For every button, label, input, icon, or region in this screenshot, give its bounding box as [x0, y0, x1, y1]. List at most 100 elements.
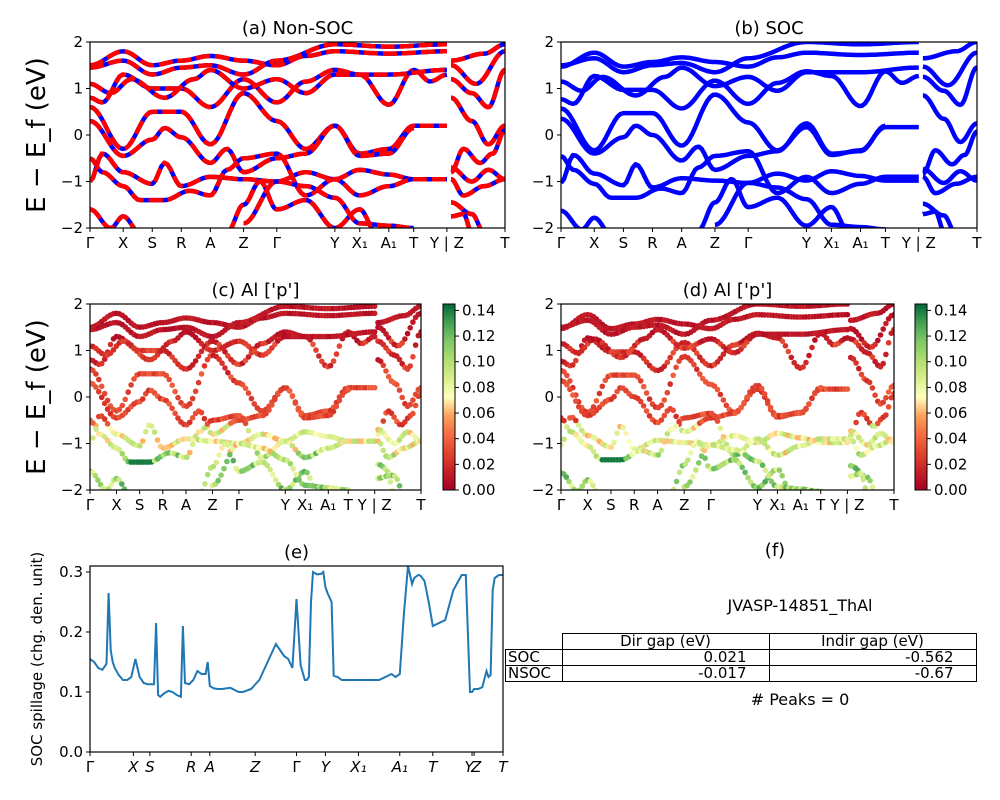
projection-point	[880, 360, 886, 367]
projection-point	[187, 401, 193, 407]
x-tick-label: Y	[752, 496, 763, 514]
band-line-blue	[921, 93, 977, 145]
y-tick-label: −1	[61, 173, 83, 191]
panel-f-title: (f)	[764, 540, 786, 561]
projection-point	[561, 436, 567, 443]
band-line-blue	[698, 176, 849, 228]
projection-point	[661, 363, 668, 370]
x-tick-label: X	[582, 496, 592, 514]
projection-point	[396, 387, 403, 394]
projection-point	[850, 356, 857, 362]
projection-point	[166, 401, 172, 407]
projection-point	[269, 402, 275, 408]
projection-point	[561, 417, 567, 424]
projection-point	[371, 384, 378, 391]
projection-point	[127, 492, 133, 498]
projection-point	[640, 403, 647, 409]
projection-point	[858, 471, 864, 477]
projection-point	[222, 349, 228, 355]
colorbar-tick-label: 0.12	[462, 327, 495, 345]
projection-point	[166, 376, 172, 383]
projection-point	[380, 447, 387, 454]
projection-point	[711, 413, 718, 419]
projection-point	[812, 337, 818, 343]
colorbar-tick-label: 0.10	[934, 353, 967, 371]
band-line-blue	[920, 209, 945, 228]
projection-point	[412, 402, 419, 409]
projection-point	[742, 469, 748, 476]
projection-point	[658, 417, 665, 423]
projection-point	[239, 415, 246, 421]
band-line-blue	[228, 179, 375, 228]
projection-point	[198, 409, 205, 416]
projection-point	[187, 449, 193, 456]
axes-c	[86, 303, 422, 494]
projection-point	[371, 310, 378, 317]
projection-point	[336, 343, 343, 349]
projection-point	[661, 439, 668, 445]
x-tick-label: S	[619, 234, 629, 252]
projection-point	[410, 410, 416, 417]
x-tick-label: Z	[238, 234, 248, 252]
projection-point	[412, 342, 419, 348]
projection-point	[242, 420, 249, 427]
x-tick-label: Z	[249, 758, 261, 776]
y-tick-label: 2	[544, 33, 554, 51]
material-label: JVASP-14851_ThAl	[727, 596, 873, 615]
projection-point	[222, 365, 228, 371]
band-line-red	[451, 49, 505, 87]
y-axis-label-a: E − E_f (eV)	[22, 57, 52, 213]
projection-point	[670, 350, 676, 356]
projection-point	[860, 476, 866, 483]
axes-b	[557, 41, 978, 232]
projection-point	[292, 400, 299, 407]
band-line-red	[90, 67, 447, 101]
band-line-red	[450, 200, 483, 228]
projection-point	[844, 304, 851, 307]
projection-point	[196, 492, 202, 498]
x-tick-label: T	[499, 234, 510, 252]
row-label-nsoc: NSOC	[505, 665, 563, 682]
projection-point	[646, 396, 653, 402]
projection-point	[739, 464, 745, 471]
plot-frame-a	[89, 41, 506, 229]
projection-point	[779, 338, 786, 345]
x-tick-label: Γ	[86, 234, 95, 252]
projection-point	[98, 383, 105, 390]
band-line-blue	[561, 42, 919, 75]
projection-point	[251, 401, 258, 407]
projection-point	[198, 371, 205, 377]
projection-point	[266, 407, 272, 413]
projection-point	[402, 336, 408, 342]
projection-point	[245, 390, 252, 396]
projection-point	[388, 410, 395, 417]
y-tick-label: 0	[73, 126, 83, 144]
projection-point	[587, 478, 594, 485]
projection-point	[95, 477, 101, 483]
projection-point	[623, 430, 629, 437]
x-tick-label: X₁	[823, 234, 839, 252]
projection-point	[643, 408, 650, 414]
projection-point	[806, 352, 812, 359]
band-line-red	[90, 42, 447, 77]
projection-point	[189, 362, 196, 368]
projection-point	[216, 356, 222, 363]
projection-point	[575, 404, 582, 410]
x-tick-label: X	[127, 758, 139, 776]
projection-point	[664, 389, 671, 396]
band-line-red	[90, 151, 447, 203]
projection-point	[872, 341, 878, 348]
projection-point	[888, 394, 894, 401]
projection-point	[98, 394, 105, 401]
projection-point	[163, 372, 170, 379]
projection-point	[891, 439, 894, 446]
plot-frame-d	[560, 303, 895, 491]
x-tick-label: A₁	[793, 496, 809, 514]
projection-point	[646, 413, 653, 419]
projection-point	[175, 394, 181, 401]
x-tick-label: S	[606, 496, 616, 514]
projection-point	[883, 351, 889, 358]
x-tick-label: Γ	[744, 234, 753, 252]
x-tick-label: Y | Z	[829, 496, 864, 514]
projection-point	[747, 389, 753, 395]
